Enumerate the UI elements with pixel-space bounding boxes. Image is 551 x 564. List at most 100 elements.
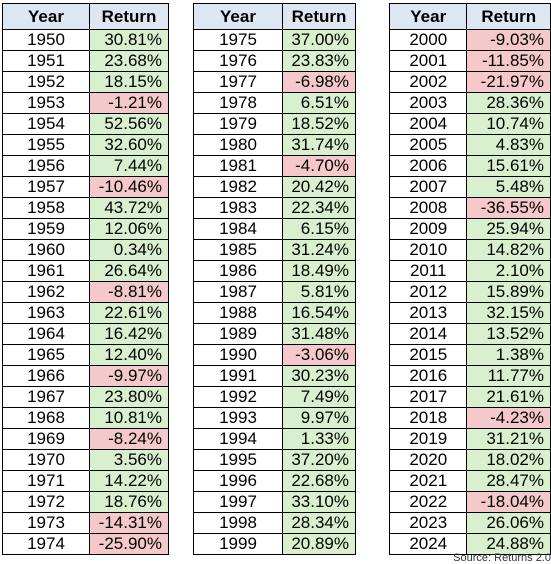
table-row: 2021 28.47% [388, 470, 551, 492]
return-cell: 10.74% [466, 113, 551, 135]
year-cell: 2024 [388, 533, 468, 555]
year-cell: 2010 [388, 239, 468, 261]
return-cell: 22.61% [89, 302, 169, 324]
return-cell: -4.23% [466, 407, 551, 429]
table-row: 1994 1.33% [193, 428, 356, 450]
return-cell: -8.81% [89, 281, 169, 303]
return-cell: 6.15% [282, 218, 356, 240]
return-cell: 26.64% [89, 260, 169, 282]
table-row: 2008 -36.55% [388, 197, 551, 219]
return-cell: 1.38% [466, 344, 551, 366]
table-row: 1982 20.42% [193, 176, 356, 198]
table-row: 1950 30.81% [2, 29, 169, 51]
table-body: 1975 37.00% 1976 23.83% 1977 -6.98% 1978 6.51% 1… [193, 29, 356, 555]
return-cell: 20.89% [282, 533, 356, 555]
year-cell: 2015 [388, 344, 468, 366]
return-cell: -14.31% [89, 512, 169, 534]
return-cell: 23.80% [89, 386, 169, 408]
table-row: 2018 -4.23% [388, 407, 551, 429]
year-cell: 2019 [388, 428, 468, 450]
year-cell: 1966 [2, 365, 90, 387]
year-cell: 1969 [2, 428, 90, 450]
table-row: 1958 43.72% [2, 197, 169, 219]
year-cell: 1958 [2, 197, 90, 219]
table-row: 2010 14.82% [388, 239, 551, 261]
year-cell: 2005 [388, 134, 468, 156]
table-row: 1957 -10.46% [2, 176, 169, 198]
table-header: Year Return [388, 3, 551, 30]
year-cell: 2003 [388, 92, 468, 114]
table-row: 1986 18.49% [193, 260, 356, 282]
return-cell: -11.85% [466, 50, 551, 72]
return-cell: 15.89% [466, 281, 551, 303]
table-row: 1969 -8.24% [2, 428, 169, 450]
year-cell: 1992 [193, 386, 283, 408]
year-cell: 1987 [193, 281, 283, 303]
table-row: 2013 32.15% [388, 302, 551, 324]
return-cell: 32.60% [89, 134, 169, 156]
table-row: 1972 18.76% [2, 491, 169, 513]
return-cell: -9.97% [89, 365, 169, 387]
year-cell: 1979 [193, 113, 283, 135]
return-cell: -18.04% [466, 491, 551, 513]
return-cell: -21.97% [466, 71, 551, 93]
year-cell: 1974 [2, 533, 90, 555]
year-cell: 2021 [388, 470, 468, 492]
table-row: 1975 37.00% [193, 29, 356, 51]
return-cell: 28.47% [466, 470, 551, 492]
table-row: 1961 26.64% [2, 260, 169, 282]
table-row: 2001 -11.85% [388, 50, 551, 72]
return-cell: 9.97% [282, 407, 356, 429]
return-cell: 0.34% [89, 239, 169, 261]
year-cell: 1973 [2, 512, 90, 534]
table-row: 1992 7.49% [193, 386, 356, 408]
year-cell: 1997 [193, 491, 283, 513]
year-cell: 2020 [388, 449, 468, 471]
return-cell: 32.15% [466, 302, 551, 324]
return-cell: 33.10% [282, 491, 356, 513]
return-cell: 12.40% [89, 344, 169, 366]
table-row: 1954 52.56% [2, 113, 169, 135]
header-return: Return [466, 3, 551, 30]
table-row: 1995 37.20% [193, 449, 356, 471]
return-cell: 18.52% [282, 113, 356, 135]
table-row: 2022 -18.04% [388, 491, 551, 513]
table-header: Year Return [193, 3, 356, 30]
table-row: 2004 10.74% [388, 113, 551, 135]
year-cell: 1952 [2, 71, 90, 93]
return-cell: 2.10% [466, 260, 551, 282]
year-cell: 1953 [2, 92, 90, 114]
table-row: 1965 12.40% [2, 344, 169, 366]
return-cell: 14.82% [466, 239, 551, 261]
table-row: 2019 31.21% [388, 428, 551, 450]
year-cell: 2000 [388, 29, 468, 51]
table-row: 1959 12.06% [2, 218, 169, 240]
return-cell: 52.56% [89, 113, 169, 135]
table-row: 1985 31.24% [193, 239, 356, 261]
year-cell: 1998 [193, 512, 283, 534]
year-cell: 2012 [388, 281, 468, 303]
year-cell: 1970 [2, 449, 90, 471]
return-cell: 31.24% [282, 239, 356, 261]
table-row: 1988 16.54% [193, 302, 356, 324]
year-cell: 1999 [193, 533, 283, 555]
year-cell: 1959 [2, 218, 90, 240]
table-row: 1963 22.61% [2, 302, 169, 324]
year-cell: 1978 [193, 92, 283, 114]
year-cell: 1962 [2, 281, 90, 303]
return-cell: 28.36% [466, 92, 551, 114]
return-cell: 23.68% [89, 50, 169, 72]
return-cell: 31.48% [282, 323, 356, 345]
table-row: 2015 1.38% [388, 344, 551, 366]
table-row: 2016 11.77% [388, 365, 551, 387]
year-cell: 2014 [388, 323, 468, 345]
year-cell: 2001 [388, 50, 468, 72]
year-cell: 1995 [193, 449, 283, 471]
returns-table-1975-1999: Year Return 1975 37.00% 1976 23.83% 1977 -6.9… [193, 3, 356, 555]
year-cell: 1967 [2, 386, 90, 408]
year-cell: 1977 [193, 71, 283, 93]
table-row: 1997 33.10% [193, 491, 356, 513]
table-row: 1998 28.34% [193, 512, 356, 534]
table-row: 1989 31.48% [193, 323, 356, 345]
return-cell: 7.49% [282, 386, 356, 408]
